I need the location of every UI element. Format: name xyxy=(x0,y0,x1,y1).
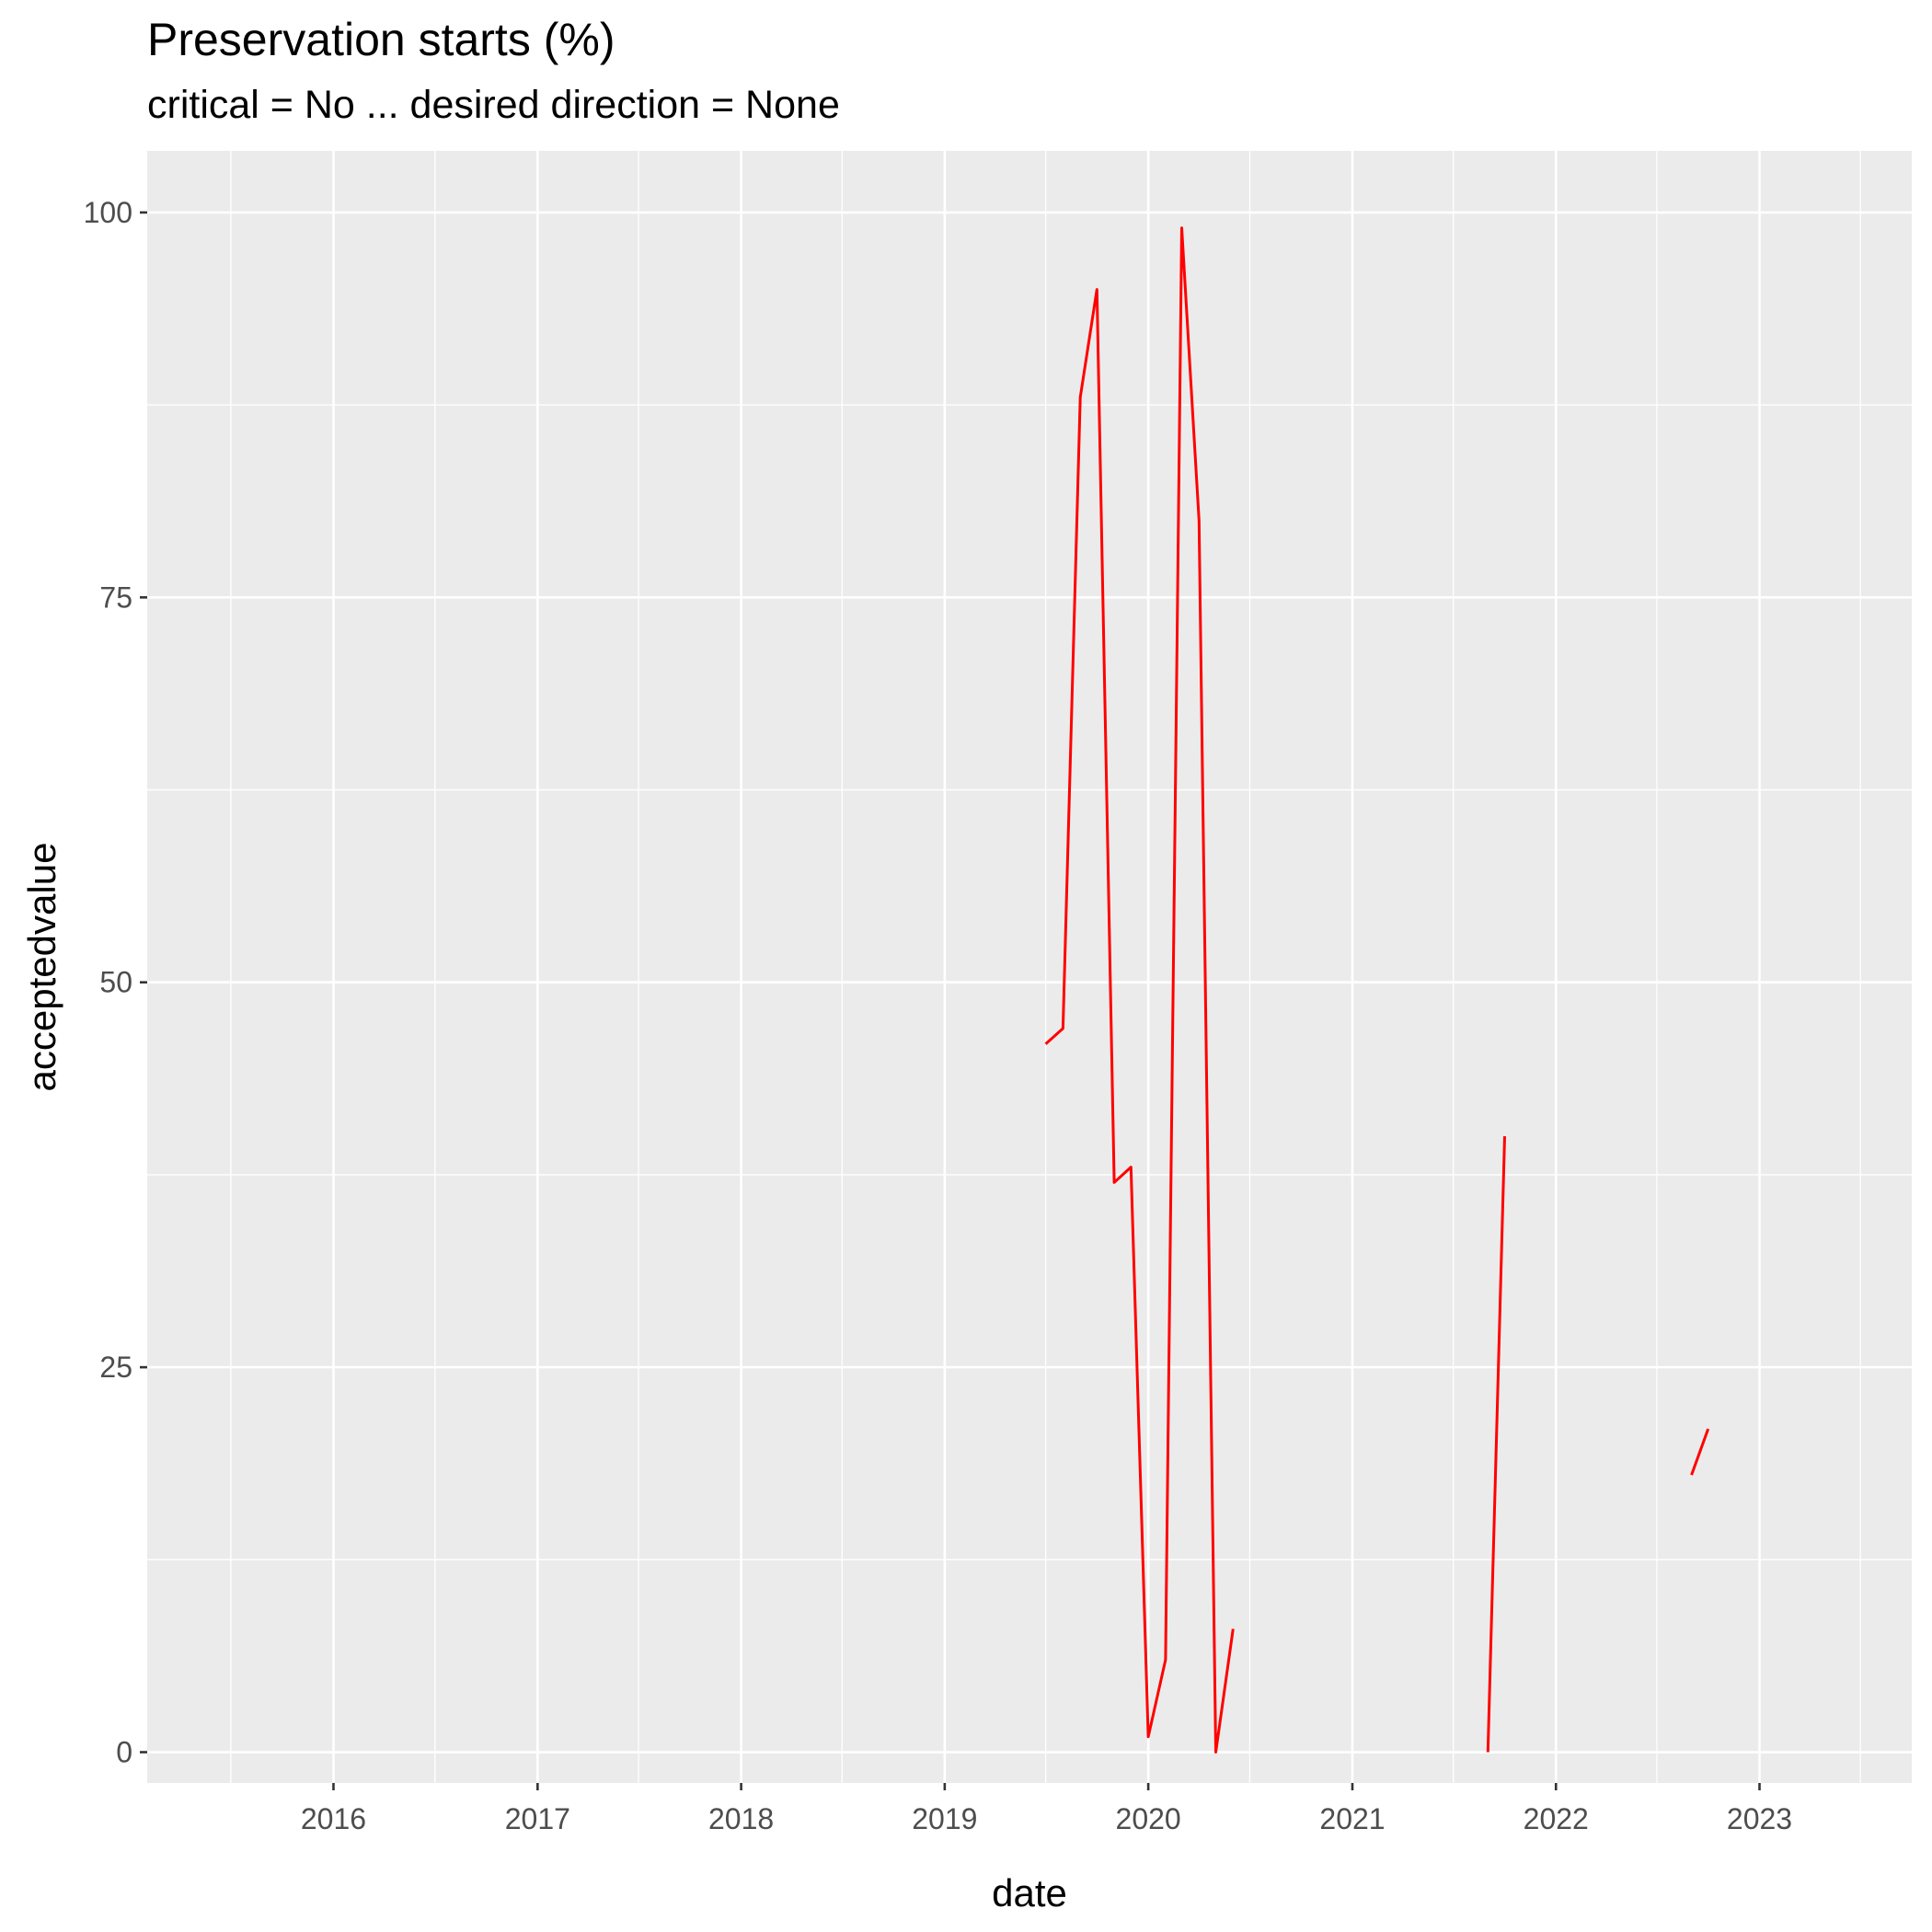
minor-gridlines xyxy=(147,151,1912,1783)
major-gridlines xyxy=(147,151,1912,1783)
series-line-segment xyxy=(1690,1428,1710,1476)
y-tick-label: 100 xyxy=(84,196,132,229)
y-tick-label: 50 xyxy=(99,966,132,999)
x-tick-label: 2022 xyxy=(1524,1802,1589,1835)
x-tick-label: 2018 xyxy=(708,1802,774,1835)
chart-title: Preservation starts (%) xyxy=(147,14,615,65)
x-tick-label: 2020 xyxy=(1116,1802,1181,1835)
y-axis-title: acceptedvalue xyxy=(20,843,63,1092)
x-tick-label: 2016 xyxy=(301,1802,366,1835)
y-tick-label: 75 xyxy=(99,581,132,614)
series-layer xyxy=(1044,226,1710,1754)
y-tick-label: 25 xyxy=(99,1351,132,1384)
x-axis-title: date xyxy=(992,1871,1067,1915)
y-tick-label: 0 xyxy=(116,1736,132,1769)
y-axis: 0 25 50 75 100 xyxy=(84,196,147,1769)
series-line-segment xyxy=(1044,226,1235,1754)
x-tick-label: 2021 xyxy=(1319,1802,1385,1835)
x-tick-label: 2019 xyxy=(912,1802,977,1835)
series-line-segment xyxy=(1486,1136,1506,1753)
x-tick-label: 2023 xyxy=(1727,1802,1792,1835)
x-axis: 2016 2017 2018 2019 2020 2021 2022 2023 xyxy=(301,1783,1792,1835)
chart-subtitle: critical = No ... desired direction = No… xyxy=(147,83,840,127)
plot-panel xyxy=(147,151,1912,1783)
x-tick-label: 2017 xyxy=(505,1802,570,1835)
